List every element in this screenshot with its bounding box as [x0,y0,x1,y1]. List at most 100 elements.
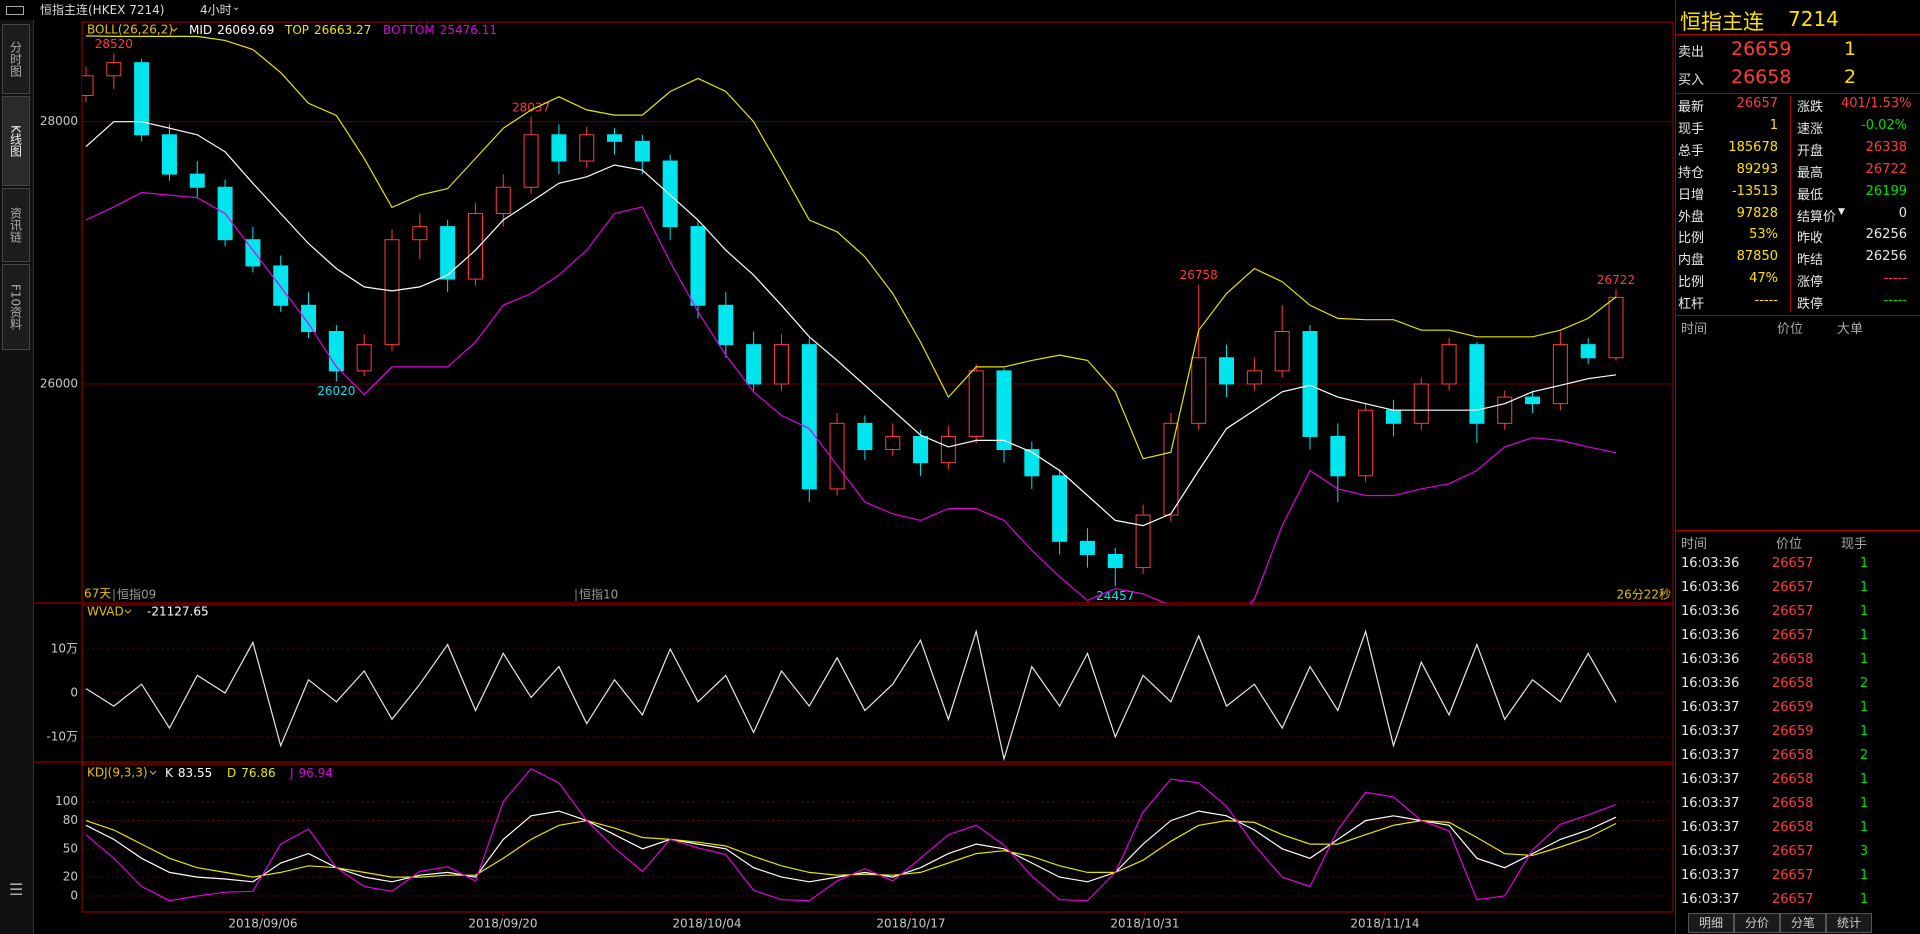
indicator-line [85,191,1617,603]
candle-body [551,134,567,162]
panel-tab[interactable]: 明细 [1688,913,1734,933]
tick-volume: 1 [1859,868,1869,883]
candle-body [1385,409,1401,424]
stat-label: 杠杆 [1678,297,1705,313]
panel-tab[interactable]: 分价 [1734,913,1780,933]
sell-label: 卖出 [1678,45,1705,60]
dropdown-icon: ⌄ [232,2,241,13]
side-tab[interactable]: F10资料 [2,264,30,350]
y-tick-label: 20 [63,870,78,884]
x-tick-label: 2018/10/31 [1110,917,1179,931]
candle-body [579,134,595,162]
y-tick-label: 100 [55,794,78,808]
candle-body [801,344,817,490]
candle-body [634,140,650,162]
indicator-line [85,767,1617,902]
top-value: TOP 26663.27 [284,23,371,37]
tick-volume: 1 [1859,628,1869,643]
tick-time: 16:03:36 [1681,676,1740,691]
y-tick-label: 0 [70,685,78,699]
side-tab[interactable]: 分时图 [2,24,30,94]
tick-volume: 1 [1859,580,1869,595]
candle-body [690,226,706,306]
tick-time: 16:03:36 [1681,604,1740,619]
stat-label: 开盘 [1797,143,1824,159]
column-header: 现手 [1841,537,1868,552]
stat-value: 89293 [1736,161,1778,177]
tick-price: 26659 [1772,724,1814,739]
wvad-value: -21127.65 [147,605,209,619]
series-value: 83.55 [178,766,212,780]
x-tick-label: 2018/09/20 [468,917,537,931]
tick-time: 16:03:37 [1681,820,1740,835]
extreme-label: 26758 [1180,268,1218,282]
sell-volume: 1 [1844,38,1857,60]
candle-body [1497,396,1513,424]
d-value: D 76.86 [227,766,276,780]
candle-body [467,212,483,280]
candle-body [1552,344,1568,405]
column-header: 价位 [1776,537,1803,552]
window-icon [6,6,24,15]
candle-body [134,62,150,136]
stat-value: -0.02% [1861,117,1907,133]
y-tick-label: 26000 [40,376,78,390]
candle-body [161,134,177,175]
indicator-line [85,810,1617,883]
candle-body [1413,383,1429,424]
tick-price: 26657 [1772,628,1814,643]
candle-body [746,344,762,385]
candle-body [412,226,428,241]
series-value: 25476.11 [440,23,497,37]
y-tick-label: 50 [63,841,78,855]
dropdown-icon[interactable]: ▼ [1838,206,1845,217]
stat-value: 26199 [1865,183,1907,199]
series-name: K [165,766,174,780]
stat-label: 速涨 [1797,121,1824,137]
period-selector[interactable]: 4小时 [200,3,232,17]
candle-body [1330,435,1346,477]
tick-time: 16:03:37 [1681,892,1740,907]
candle-body [1608,296,1624,359]
candle-body [356,344,372,372]
tick-price: 26658 [1772,748,1814,763]
column-header: 时间 [1681,322,1708,337]
candle-body [273,265,289,306]
instrument-title: 恒指主连(HKEX 7214) [40,3,165,17]
series-name: MID [189,23,212,37]
candle-body [996,370,1012,451]
tick-volume: 1 [1859,652,1869,667]
stat-label: 持仓 [1678,165,1705,181]
candle-body [1469,344,1485,424]
stat-value: 0 [1898,205,1907,221]
column-header: 价位 [1777,322,1804,337]
y-tick-label: 0 [70,888,78,902]
candle-body [913,435,929,464]
k-value: K 83.55 [165,766,212,780]
stat-label: 最高 [1797,165,1824,181]
candle-body [301,304,317,333]
side-tab[interactable]: K线图 [2,96,30,186]
tick-volume: 1 [1859,892,1869,907]
indicator-line [85,629,1617,762]
candle-body [106,62,122,77]
panel-tab[interactable]: 统计 [1826,913,1872,933]
footer-right: 26分22秒 [1616,588,1671,602]
candle-body [1163,422,1179,516]
stat-label: 结算价 [1797,209,1837,225]
panel-tab[interactable]: 分笔 [1780,913,1826,933]
dropdown-icon [170,27,178,32]
y-tick-label: 28000 [40,114,78,128]
tick-time: 16:03:37 [1681,724,1740,739]
y-tick-label: -10万 [46,729,78,743]
tick-time: 16:03:37 [1681,700,1740,715]
column-header: 大单 [1837,322,1864,337]
tick-volume: 1 [1859,700,1869,715]
tick-price: 26658 [1772,796,1814,811]
candle-body [1441,344,1457,385]
indicator-name: BOLL(26,26,2) [87,23,173,37]
buy-label: 买入 [1678,73,1705,88]
menu-icon[interactable]: ☰ [9,880,24,899]
side-tab[interactable]: 资讯链 [2,188,30,262]
tick-volume: 2 [1859,748,1869,763]
